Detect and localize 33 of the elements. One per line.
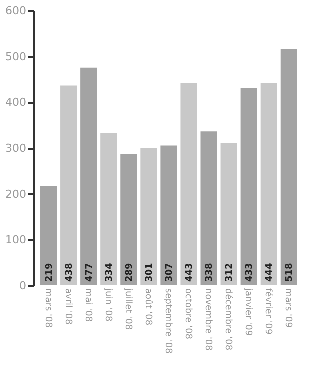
data-label: 334 [104, 263, 115, 282]
x-tick-label: août '08 [142, 288, 154, 326]
x-tick-label: novembre '08 [203, 288, 214, 352]
x-tick-label: février '09 [263, 288, 274, 336]
y-tick-label: 500 [6, 50, 26, 64]
y-tick-label: 0 [20, 280, 26, 292]
data-label: 312 [225, 263, 236, 282]
x-tick-label: mai '08 [82, 288, 93, 322]
x-tick-label: septembre '08 [163, 288, 173, 354]
x-tick-label: avril '08 [62, 288, 73, 326]
data-label: 518 [285, 263, 296, 282]
data-label: 433 [245, 263, 256, 282]
data-label: 301 [144, 263, 155, 282]
y-tick-label: 100 [6, 234, 26, 247]
data-label: 438 [64, 263, 75, 282]
x-tick-label: mars '09 [283, 288, 294, 328]
x-tick-label: janvier '09 [243, 288, 254, 336]
y-tick-label: 400 [6, 96, 26, 110]
data-label: 338 [205, 263, 216, 282]
data-label: 289 [124, 263, 135, 282]
y-tick-label: 200 [6, 188, 26, 201]
x-tick-label: octobre '08 [183, 288, 194, 340]
data-label: 444 [265, 263, 276, 282]
y-tick-label: 600 [6, 4, 26, 18]
x-tick-label: décembre '08 [223, 288, 234, 351]
x-tick-label: juillet '08 [122, 288, 133, 330]
x-tick-label: juin '08 [102, 288, 113, 322]
x-tick-label: mars '08 [42, 288, 53, 328]
data-label: 443 [185, 263, 196, 282]
y-tick-label: 300 [6, 142, 26, 155]
data-label: 477 [84, 263, 95, 282]
data-label: 307 [165, 263, 175, 282]
data-label: 219 [44, 263, 55, 282]
